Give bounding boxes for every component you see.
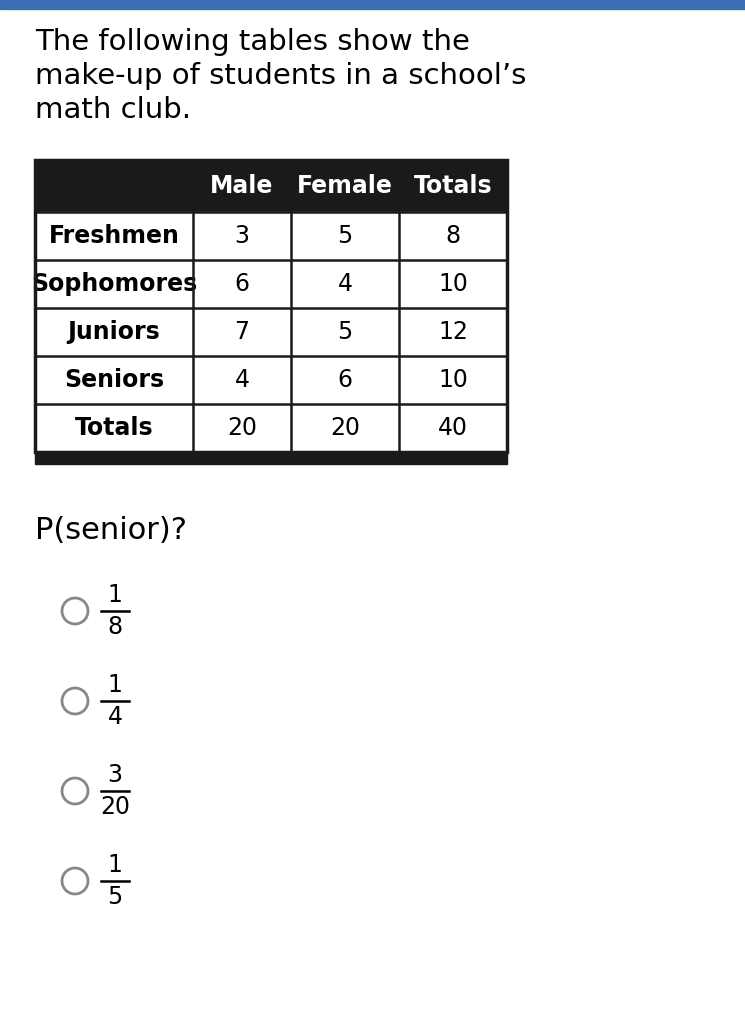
- Text: 4: 4: [337, 272, 352, 296]
- Text: 1: 1: [107, 673, 122, 697]
- Text: 3: 3: [235, 224, 250, 248]
- Text: 3: 3: [107, 763, 122, 787]
- Text: 10: 10: [438, 272, 468, 296]
- Text: Juniors: Juniors: [68, 320, 160, 344]
- Text: Seniors: Seniors: [64, 368, 164, 392]
- Text: 6: 6: [337, 368, 352, 392]
- Text: Male: Male: [210, 174, 273, 198]
- Bar: [35, 404, 507, 452]
- Text: 20: 20: [227, 416, 257, 440]
- Text: 10: 10: [438, 368, 468, 392]
- Bar: [35, 356, 507, 404]
- Text: 40: 40: [438, 416, 468, 440]
- Text: Female: Female: [297, 174, 393, 198]
- Text: 5: 5: [337, 224, 352, 248]
- Text: 8: 8: [107, 615, 123, 639]
- Bar: [35, 212, 507, 260]
- Bar: [35, 308, 507, 356]
- Text: 5: 5: [337, 320, 352, 344]
- Text: Freshmen: Freshmen: [48, 224, 180, 248]
- Text: P(senior)?: P(senior)?: [35, 516, 187, 545]
- Text: Sophomores: Sophomores: [31, 272, 197, 296]
- Bar: [35, 160, 507, 452]
- Bar: [0, 0, 745, 9]
- Text: Totals: Totals: [413, 174, 492, 198]
- Bar: [35, 260, 507, 308]
- Text: 4: 4: [235, 368, 250, 392]
- Text: The following tables show the: The following tables show the: [35, 28, 470, 56]
- Text: 20: 20: [330, 416, 360, 440]
- Text: make-up of students in a school’s: make-up of students in a school’s: [35, 62, 527, 90]
- Text: 8: 8: [446, 224, 460, 248]
- Text: 6: 6: [235, 272, 250, 296]
- Bar: [35, 452, 507, 464]
- Text: 1: 1: [107, 853, 122, 877]
- Text: 5: 5: [107, 885, 123, 909]
- Bar: [35, 160, 507, 212]
- Text: 4: 4: [107, 705, 122, 729]
- Text: 20: 20: [100, 795, 130, 819]
- Text: Totals: Totals: [74, 416, 153, 440]
- Text: 12: 12: [438, 320, 468, 344]
- Text: math club.: math club.: [35, 96, 191, 124]
- Text: 7: 7: [235, 320, 250, 344]
- Text: 1: 1: [107, 583, 122, 607]
